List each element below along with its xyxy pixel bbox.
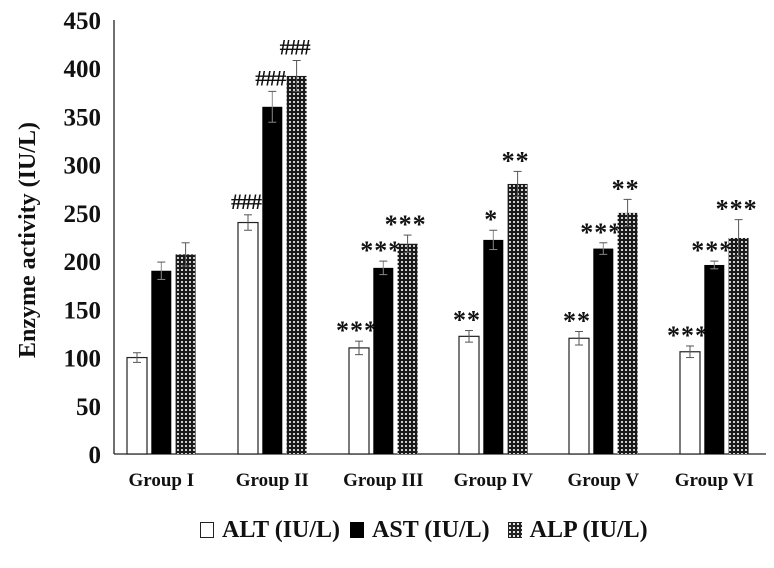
- significance-annotation: **: [563, 307, 591, 336]
- x-tick-label: Group III: [343, 470, 423, 491]
- significance-annotation: *: [484, 205, 498, 234]
- bar-group: ### ### ### Group II: [231, 35, 312, 491]
- significance-annotation: ###: [280, 35, 311, 60]
- bar-alt: [679, 351, 701, 455]
- bar-alp: [175, 254, 196, 454]
- x-tick-label: Group I: [128, 470, 194, 491]
- bar-group: *****Group IV: [453, 146, 533, 491]
- bar-group: *** *** *** Group VI: [667, 195, 758, 491]
- x-tick-label: Group IV: [454, 470, 534, 491]
- significance-annotation: ***: [385, 210, 427, 239]
- bar-ast: [262, 106, 283, 455]
- significance-annotation: **: [453, 306, 481, 335]
- y-axis-label: Enzyme activity (IU/L): [15, 122, 41, 358]
- legend: ALT (IU/L) AST (IU/L) ALP (IU/L): [200, 512, 648, 548]
- x-tick-label: Group II: [236, 470, 309, 491]
- y-tick-label: 350: [64, 104, 102, 131]
- bar-alp: [728, 237, 749, 454]
- significance-annotation: ***: [336, 316, 378, 345]
- bar-ast: [704, 264, 725, 454]
- x-tick-label: Group VI: [675, 470, 754, 491]
- legend-item-ast: AST (IU/L): [350, 517, 490, 544]
- significance-annotation: ###: [231, 189, 262, 214]
- bar-alt: [348, 347, 370, 455]
- legend-item-alt: ALT (IU/L): [200, 517, 340, 544]
- bars: Group I#########Group II*********Group I…: [126, 35, 758, 491]
- bar-ast: [373, 267, 394, 454]
- y-tick-label: 250: [64, 201, 102, 228]
- x-tick-label: Group V: [567, 470, 639, 491]
- significance-annotation: ***: [580, 218, 622, 247]
- y-axis: 0 50 100 150 200 250 300 350 400 450: [64, 8, 115, 469]
- significance-annotation: **: [612, 174, 640, 203]
- y-tick-label: 100: [64, 346, 102, 373]
- bar-alp: [617, 212, 638, 454]
- bar-alp: [507, 183, 528, 454]
- y-tick-label: 450: [64, 8, 102, 35]
- significance-annotation: ***: [667, 321, 709, 350]
- significance-annotation: ###: [255, 65, 286, 90]
- y-tick-label: 400: [64, 56, 102, 83]
- bar-ast: [593, 248, 614, 454]
- significance-annotation: ***: [716, 195, 758, 224]
- significance-annotation: ***: [691, 236, 733, 265]
- y-tick-label: 300: [64, 153, 102, 180]
- y-tick-label: 50: [76, 394, 101, 421]
- legend-item-alp: ALP (IU/L): [507, 516, 648, 544]
- significance-annotation: **: [502, 146, 530, 175]
- bar-alt: [458, 335, 480, 455]
- legend-label: AST (IU/L): [372, 516, 490, 543]
- bar-ast: [151, 270, 172, 454]
- bar-group: *******Group V: [563, 174, 640, 491]
- legend-label: ALP (IU/L): [529, 516, 648, 543]
- y-tick-label: 150: [64, 297, 102, 324]
- legend-label: ALT (IU/L): [222, 516, 341, 543]
- bar-alt: [237, 221, 259, 455]
- significance-annotation: ***: [360, 236, 402, 265]
- dotted-square-icon: [507, 522, 522, 538]
- bar-group: Group I: [126, 242, 196, 491]
- bar-alt: [568, 337, 590, 455]
- bar-group: *********Group III: [336, 210, 427, 491]
- white-square-icon: [200, 522, 214, 538]
- y-tick-label: 0: [89, 442, 102, 469]
- bar-ast: [483, 239, 504, 454]
- bar-alt: [126, 356, 148, 455]
- bar-alp: [397, 243, 418, 454]
- y-tick-label: 200: [64, 249, 102, 276]
- bar-alp: [286, 75, 307, 454]
- black-square-icon: [350, 522, 365, 538]
